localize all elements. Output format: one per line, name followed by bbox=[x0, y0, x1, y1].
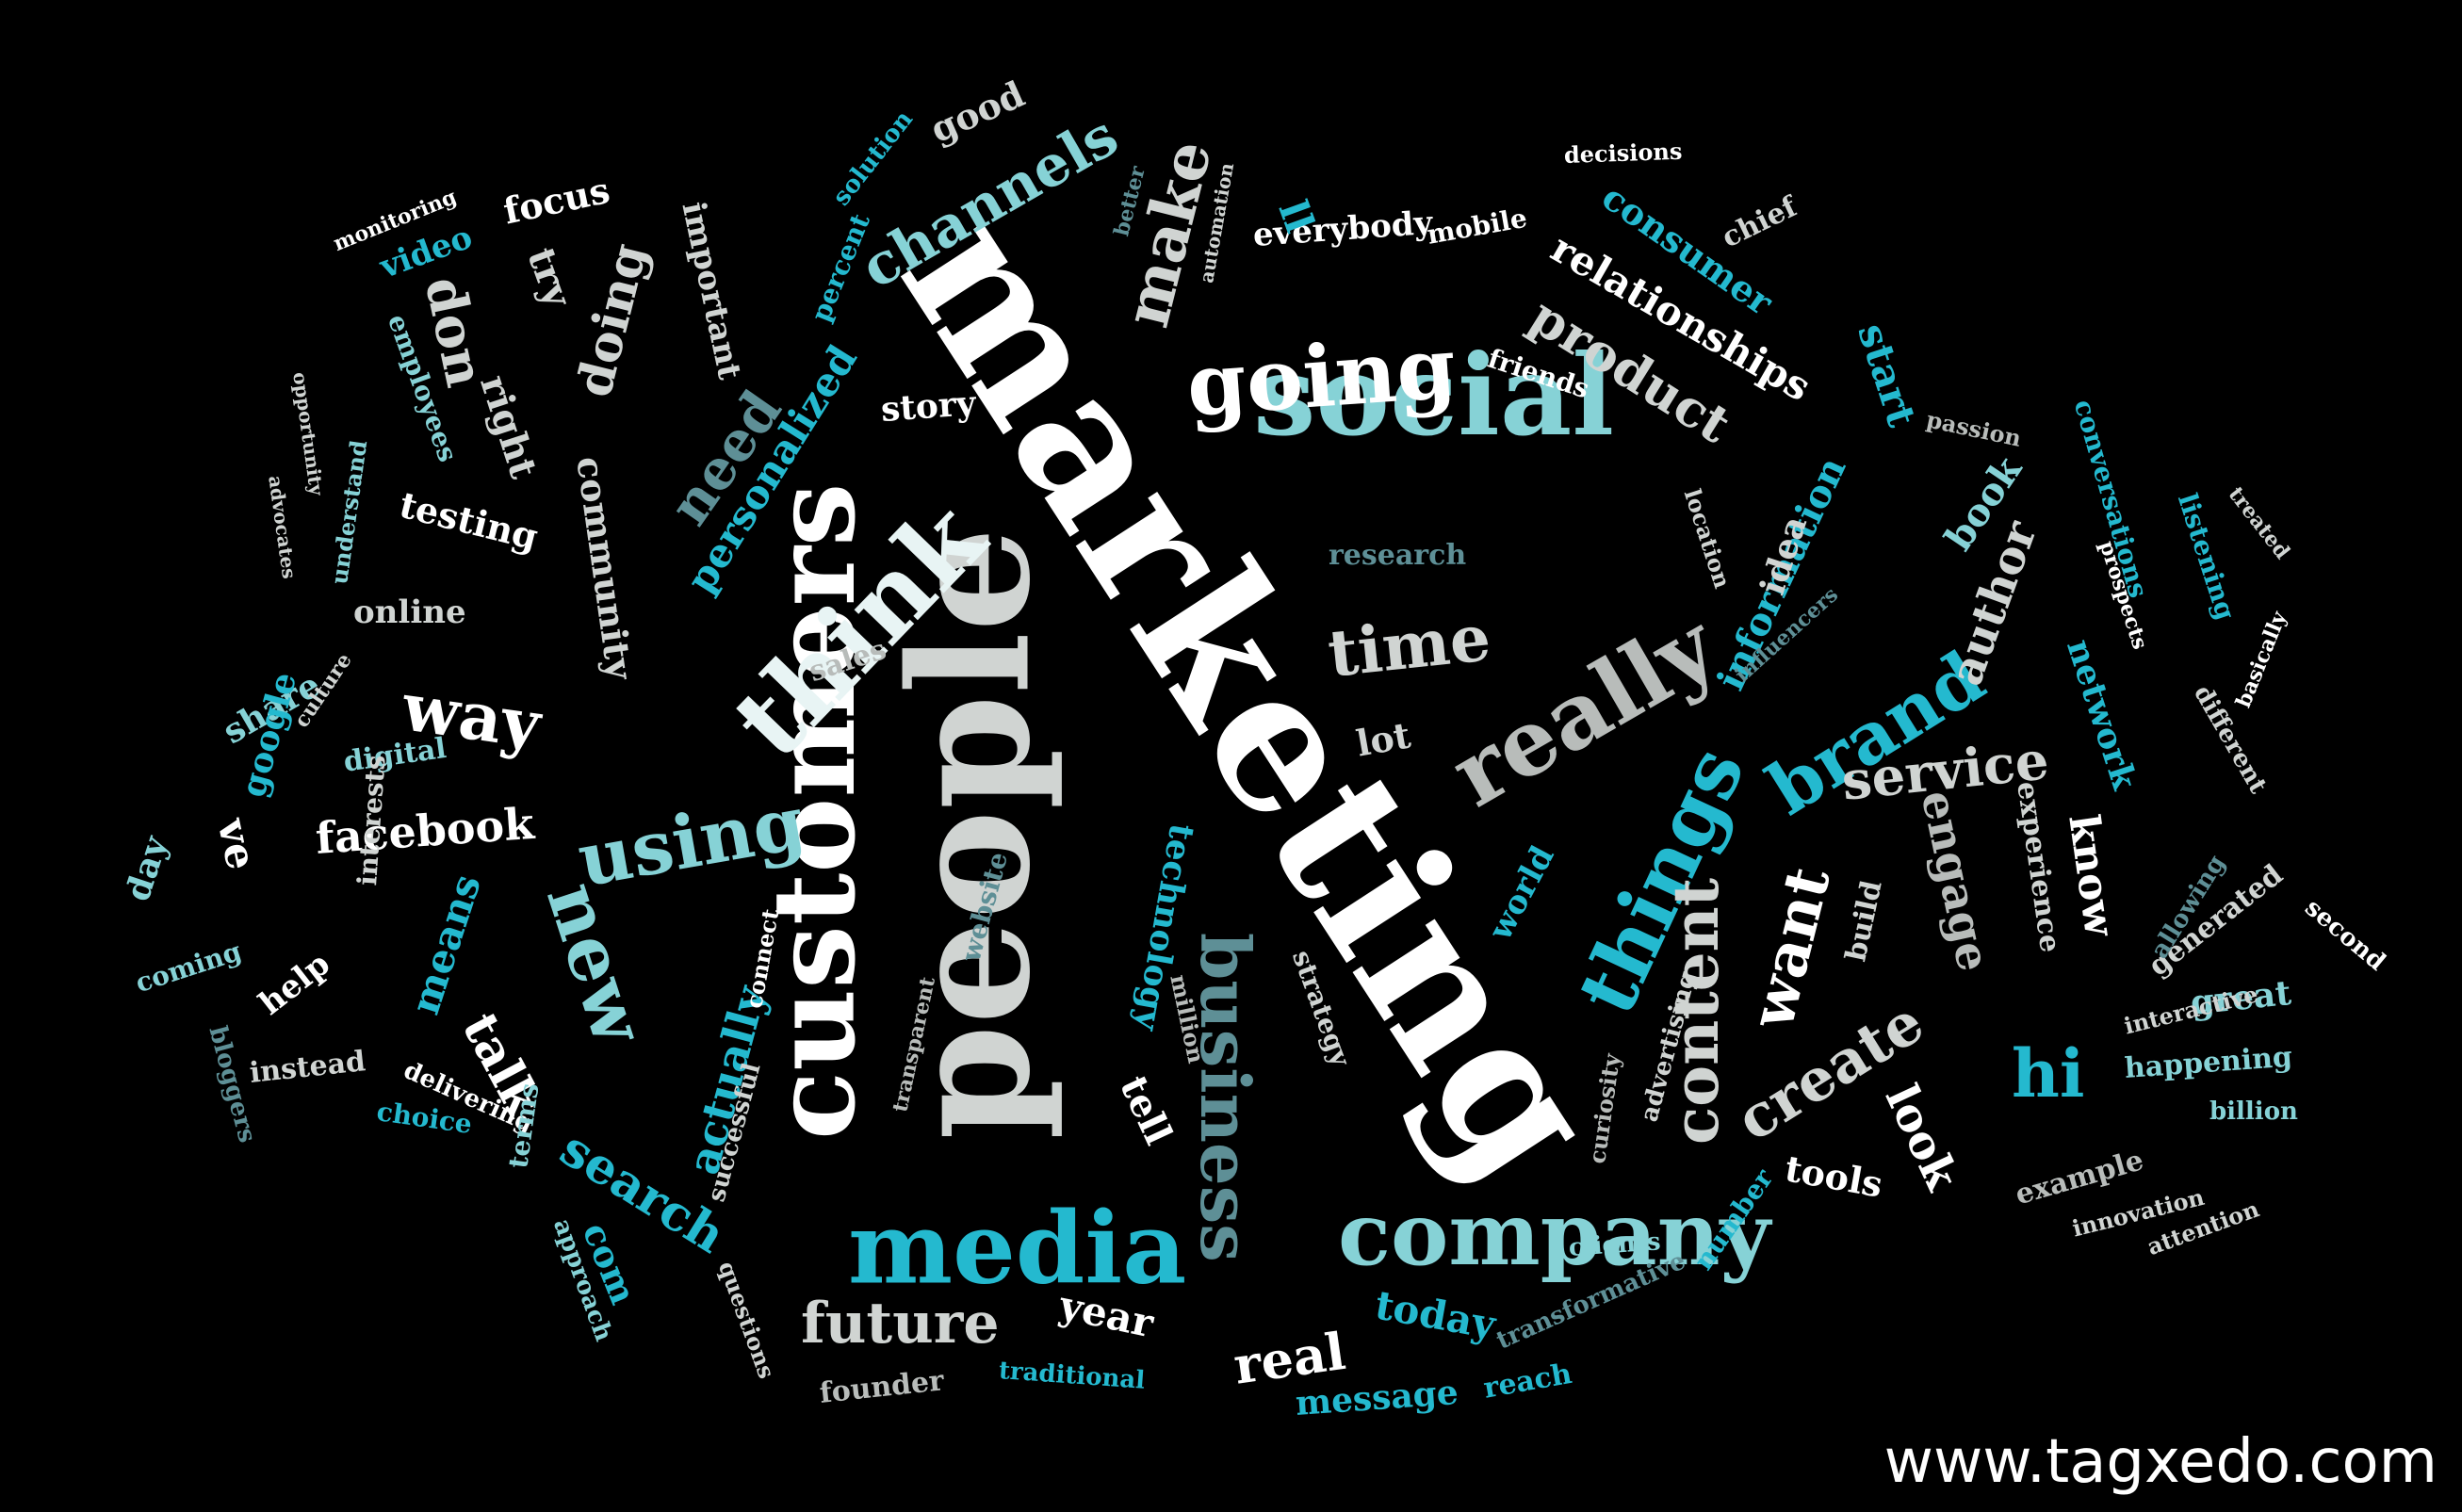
cloud-word-look: look bbox=[1874, 1077, 1969, 1198]
cloud-word-going: going bbox=[1183, 317, 1459, 436]
cloud-word-instead: instead bbox=[248, 1045, 367, 1090]
cloud-word-listening: listening bbox=[2171, 489, 2242, 624]
cloud-word-good: good bbox=[923, 72, 1031, 152]
cloud-word-build: build bbox=[1839, 877, 1889, 965]
cloud-word-advocates: advocates bbox=[264, 474, 302, 580]
cloud-word-idea: idea bbox=[1753, 511, 1816, 600]
cloud-word-interests: interests bbox=[351, 754, 392, 887]
cloud-word-experience: experience bbox=[2010, 779, 2067, 955]
cloud-word-billion: billion bbox=[2209, 1097, 2298, 1126]
cloud-word-decisions: decisions bbox=[1563, 137, 1683, 169]
cloud-word-new: new bbox=[530, 871, 662, 1054]
cloud-word-research: research bbox=[1329, 539, 1467, 572]
cloud-word-story: story bbox=[879, 383, 978, 430]
cloud-word-today: today bbox=[1371, 1281, 1499, 1348]
cloud-word-second: second bbox=[2299, 893, 2391, 977]
cloud-word-ve: ve bbox=[207, 814, 266, 874]
cloud-word-social: social bbox=[1253, 330, 1615, 461]
cloud-word-start: start bbox=[1849, 317, 1926, 432]
cloud-word-reach: reach bbox=[1480, 1357, 1574, 1406]
cloud-word-online: online bbox=[353, 593, 466, 631]
cloud-word-location: location bbox=[1678, 485, 1736, 592]
cloud-word-basically: basically bbox=[2230, 608, 2292, 711]
cloud-word-focus: focus bbox=[499, 168, 613, 233]
cloud-word-tell: tell bbox=[1111, 1068, 1182, 1152]
cloud-word-coming: coming bbox=[131, 935, 246, 1000]
cloud-word-treated: treated bbox=[2223, 481, 2295, 564]
cloud-word-know: know bbox=[2059, 811, 2124, 939]
cloud-word-company: company bbox=[1338, 1183, 1771, 1285]
cloud-word-important: important bbox=[674, 198, 749, 383]
cloud-word-day: day bbox=[118, 831, 176, 906]
cloud-word-facebook: facebook bbox=[314, 797, 536, 864]
cloud-word-clients: clients bbox=[1567, 1227, 1662, 1262]
cloud-word-time: time bbox=[1324, 600, 1494, 692]
cloud-word-business: business bbox=[1185, 933, 1265, 1262]
cloud-word-hi: hi bbox=[2012, 1034, 2085, 1113]
cloud-word-traditional: traditional bbox=[997, 1357, 1147, 1395]
cloud-word-chief: chief bbox=[1717, 190, 1802, 255]
cloud-word-help: help bbox=[252, 945, 337, 1023]
cloud-word-understand: understand bbox=[325, 438, 373, 586]
cloud-word-community: community bbox=[568, 453, 642, 682]
cloud-word-mobile: mobile bbox=[1425, 202, 1530, 251]
cloud-word-media: media bbox=[848, 1189, 1187, 1307]
cloud-word-lot: lot bbox=[1353, 713, 1414, 765]
cloud-word-right: right bbox=[471, 369, 546, 484]
cloud-word-want: want bbox=[1736, 860, 1845, 1035]
cloud-word-solution: solution bbox=[827, 106, 920, 212]
cloud-word-future: future bbox=[801, 1291, 1000, 1357]
cloud-word-founder: founder bbox=[818, 1364, 946, 1410]
cloud-word-digital: digital bbox=[341, 731, 448, 779]
watermark-credit: www.tagxedo.com bbox=[1883, 1427, 2438, 1497]
cloud-word-try: try bbox=[518, 241, 581, 313]
cloud-word-network: network bbox=[2059, 634, 2144, 795]
cloud-word-tools: tools bbox=[1782, 1146, 1886, 1206]
cloud-word-passion: passion bbox=[1924, 405, 2024, 452]
cloud-word-message: message bbox=[1294, 1372, 1459, 1423]
cloud-word-engage: engage bbox=[1910, 786, 2000, 976]
cloud-word-questions: questions bbox=[712, 1257, 781, 1383]
cloud-word-opportunity: opportunity bbox=[288, 370, 329, 497]
cloud-word-happening: happening bbox=[2123, 1040, 2294, 1085]
cloud-word-testing: testing bbox=[395, 482, 543, 559]
cloud-word-means: means bbox=[401, 869, 490, 1020]
cloud-word-doing: doing bbox=[564, 237, 660, 403]
